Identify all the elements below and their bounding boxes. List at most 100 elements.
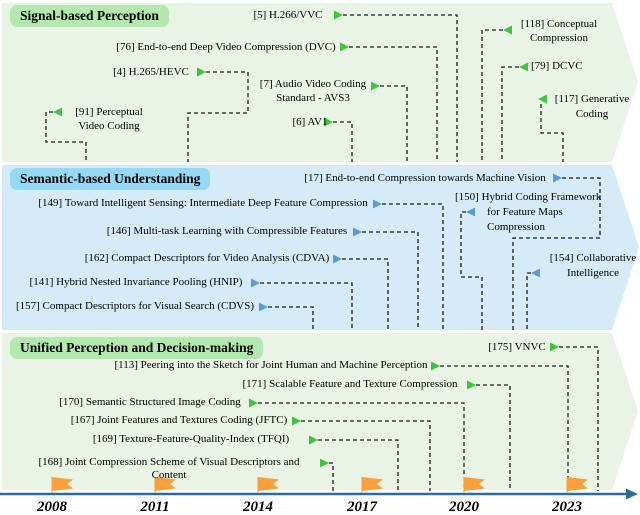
connector-line — [476, 384, 511, 491]
item-label: [17] End-to-end Compression towards Mach… — [304, 172, 546, 184]
item-joint-compression-scheme: [168] Joint Compression Scheme of Visual… — [20, 456, 318, 482]
year-label-2017: 2017 — [347, 499, 377, 515]
item-label: [171] Scalable Feature and Texture Compr… — [242, 378, 458, 390]
item-label: [117] Generative — [554, 93, 630, 105]
left-arrow-icon — [466, 207, 475, 217]
flag-icon — [566, 477, 588, 493]
item-label: [168] Joint Compression Scheme of Visual… — [38, 456, 300, 481]
item-label: [76] End-to-end Deep Video Compression (… — [116, 41, 336, 53]
item-label: [157] Compact Descriptors for Visual Sea… — [15, 300, 255, 312]
connector-line — [540, 104, 564, 162]
item-label: [6] AV1 — [292, 116, 328, 128]
connector-line — [512, 177, 601, 330]
item-label: Intelligence — [567, 267, 619, 279]
item-cdvs: [157] Compact Descriptors for Visual Sea… — [12, 300, 258, 313]
item-vnvc: [175] VNVC — [486, 341, 548, 354]
flag-icon — [463, 477, 485, 493]
item-hnip: [141] Hybrid Nested Invariance Pooling (… — [24, 276, 248, 289]
item-label: [162] Compact Descriptors for Video Anal… — [84, 252, 330, 264]
item-dvc: [76] End-to-end Deep Video Compression (… — [114, 41, 338, 54]
item-label: [91] Perceptual — [75, 106, 143, 118]
year-flags — [51, 477, 588, 493]
connector-line — [362, 231, 419, 330]
connector-line — [45, 111, 87, 162]
year-label-2014: 2014 — [243, 499, 273, 515]
item-h265-hevc: [4] H.265/HEVC — [104, 66, 198, 79]
right-arrow-icon — [320, 458, 329, 468]
item-label: for Feature Maps — [487, 206, 563, 218]
item-label: [118] Conceptual — [520, 18, 598, 30]
right-arrow-icon — [292, 416, 301, 426]
band-signal-based-perception — [2, 3, 638, 162]
connector-line — [258, 402, 465, 491]
connector-line — [559, 346, 599, 491]
flag-icon — [51, 477, 73, 493]
connector-line — [268, 306, 314, 330]
axis-arrowhead-icon — [626, 488, 638, 500]
item-av1: [6] AV1 — [288, 116, 332, 129]
item-multi-task-learning: [146] Multi-task Learning with Compressi… — [104, 225, 350, 238]
right-arrow-icon — [259, 302, 268, 312]
flag-icon — [257, 477, 279, 493]
right-arrow-icon — [340, 42, 349, 52]
right-arrow-icon — [353, 227, 362, 237]
right-arrow-icon — [553, 173, 562, 183]
item-peering-into-sketch: [113] Peering into the Sketch for Joint … — [114, 359, 428, 372]
connector-line — [260, 282, 353, 330]
connector-line — [187, 71, 249, 162]
left-arrow-icon — [531, 268, 540, 278]
right-arrow-icon — [249, 398, 258, 408]
item-tfqi: [169] Texture-Feature-Quality-Index (TFQ… — [76, 433, 306, 446]
band-title-unified-perception: Unified Perception and Decision-making — [10, 337, 264, 359]
item-label: [7] Audio Video Coding — [259, 78, 367, 90]
right-arrow-icon — [251, 278, 260, 288]
band-title-semantic-based-understanding: Semantic-based Understanding — [10, 168, 211, 190]
item-label: Coding — [575, 108, 609, 120]
connector-line — [301, 420, 431, 491]
item-perceptual-video-coding: [91] Perceptual Video Coding — [66, 105, 152, 133]
item-cdva: [162] Compact Descriptors for Video Anal… — [82, 252, 332, 265]
item-hybrid-coding-framework: [150] Hybrid Coding Framework for Featur… — [455, 190, 615, 235]
right-arrow-icon — [373, 199, 382, 209]
item-label: [149] Toward Intelligent Sensing: Interm… — [38, 197, 368, 209]
right-arrow-icon — [334, 10, 343, 20]
left-arrow-icon — [519, 62, 528, 72]
band3-arrows — [249, 342, 559, 468]
item-label: [167] Joint Features and Textures Coding… — [70, 414, 288, 426]
connector-line — [329, 462, 334, 491]
item-label: [4] H.265/HEVC — [113, 66, 189, 78]
right-arrow-icon — [309, 435, 318, 445]
timeline-axis — [0, 488, 638, 500]
right-arrow-icon — [324, 117, 333, 127]
connector-line — [342, 258, 389, 330]
item-label: Video Coding — [78, 120, 140, 132]
right-arrow-icon — [371, 81, 380, 91]
item-dcvc: [79] DCVC — [531, 60, 595, 73]
connector-lines — [45, 14, 601, 491]
year-label-2020: 2020 — [449, 499, 479, 515]
right-arrow-icon — [467, 380, 476, 390]
flag-icon — [361, 477, 383, 493]
item-label: [79] DCVC — [531, 60, 583, 72]
item-label: Compression — [529, 32, 589, 44]
left-arrow-icon — [53, 107, 62, 117]
item-label: [113] Peering into the Sketch for Joint … — [114, 359, 428, 371]
item-label: [141] Hybrid Nested Invariance Pooling (… — [29, 276, 243, 288]
left-arrow-icon — [503, 25, 512, 35]
item-label: [150] Hybrid Coding Framework — [455, 191, 602, 203]
connector-line — [526, 272, 531, 330]
right-arrow-icon — [431, 361, 440, 371]
item-label: [175] VNVC — [488, 341, 546, 353]
item-machine-vision-compression: [17] End-to-end Compression towards Mach… — [300, 172, 550, 185]
band-semantic-based-understanding — [2, 165, 639, 330]
right-arrow-icon — [197, 67, 206, 77]
item-scalable-feature-texture: [171] Scalable Feature and Texture Compr… — [236, 378, 464, 391]
flag-icon — [154, 477, 176, 493]
year-label-2023: 2023 — [552, 499, 582, 515]
item-intelligent-sensing: [149] Toward Intelligent Sensing: Interm… — [36, 197, 370, 210]
item-semantic-structured-image-coding: [170] Semantic Structured Image Coding — [54, 396, 246, 409]
year-label-2011: 2011 — [140, 499, 170, 515]
item-label: [170] Semantic Structured Image Coding — [59, 396, 241, 408]
item-avs3: [7] Audio Video Coding Standard - AVS3 — [258, 77, 368, 105]
